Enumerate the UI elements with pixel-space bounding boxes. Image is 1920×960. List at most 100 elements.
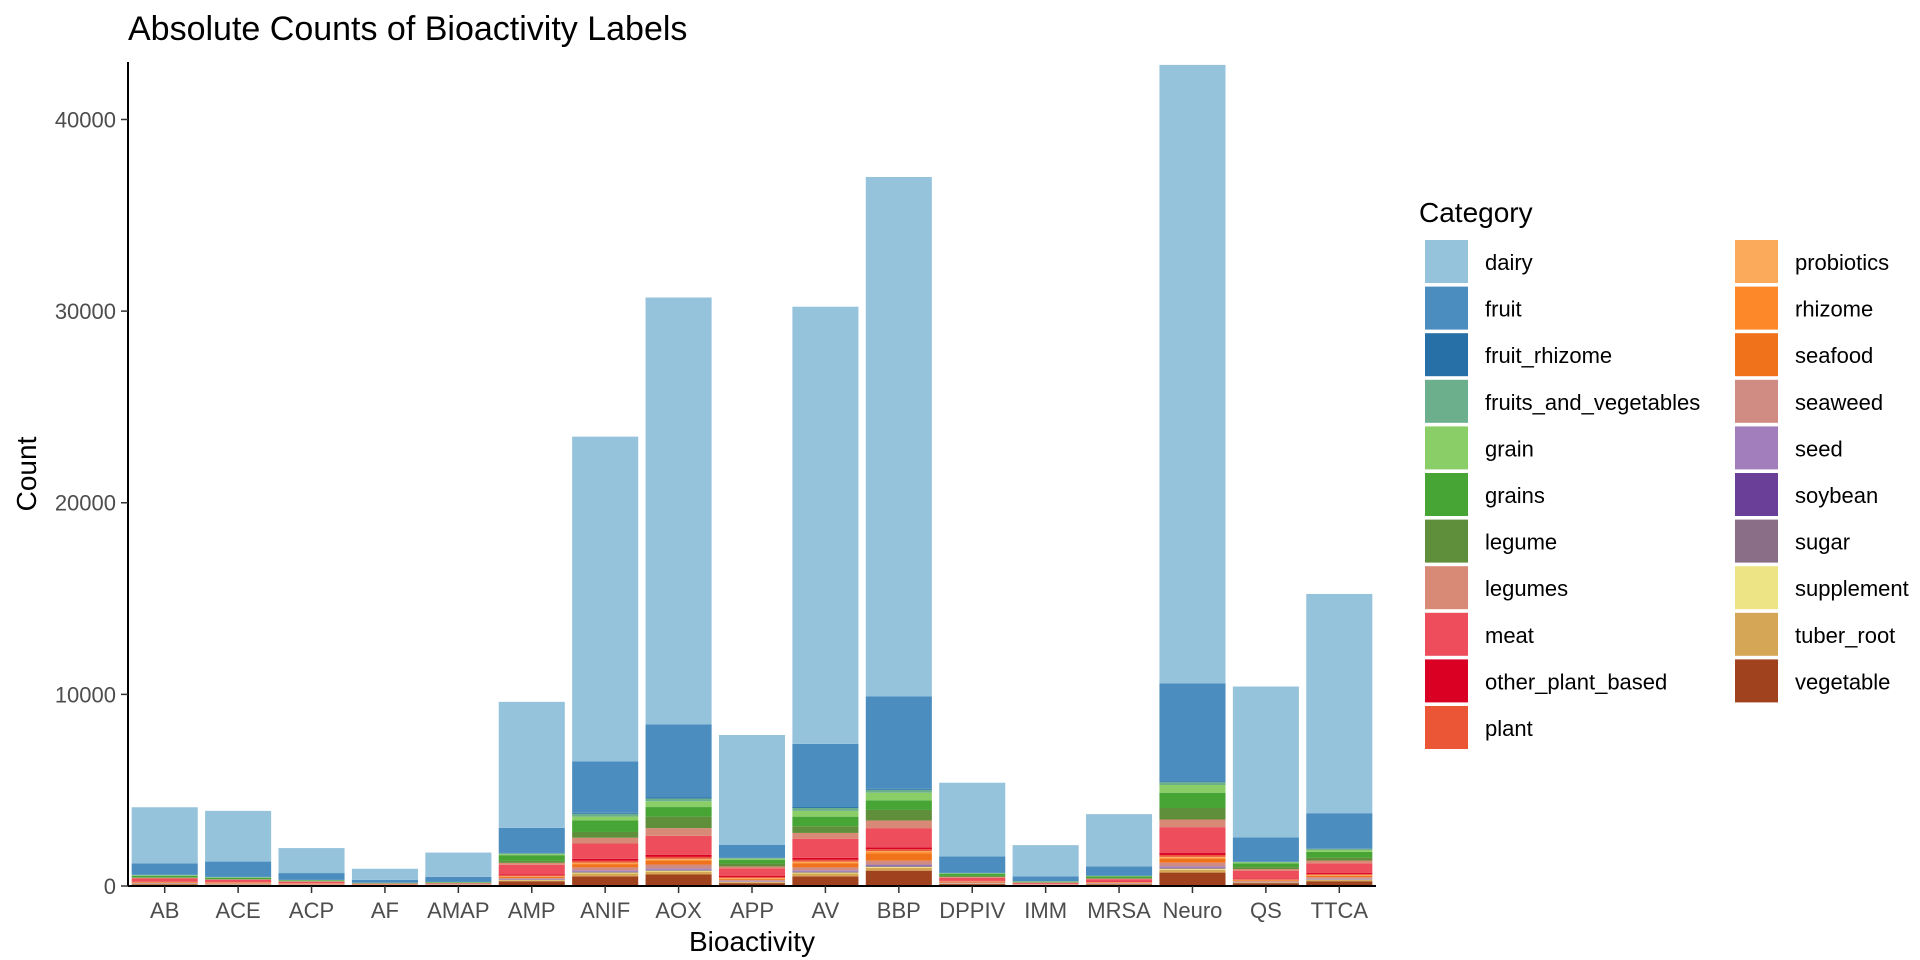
x-tick-label: AMP — [508, 898, 556, 923]
bar-segment — [572, 876, 639, 886]
bar-segment — [645, 297, 712, 725]
bar-segment — [351, 879, 418, 883]
bar-segment — [645, 835, 712, 855]
legend-swatch — [1735, 286, 1778, 330]
bar-segment — [572, 862, 639, 864]
bar-segment — [939, 856, 1006, 873]
bar-segment — [498, 864, 565, 875]
bar-segment — [792, 873, 859, 877]
bar-segment — [792, 857, 859, 860]
bar-segment — [939, 874, 1006, 876]
bar-segment — [572, 873, 639, 877]
bar-segment — [1306, 813, 1373, 849]
bar-segment — [645, 870, 712, 872]
legend-title: Category — [1419, 197, 1533, 228]
bar-segment — [1232, 869, 1299, 871]
y-tick-label: 40000 — [55, 107, 116, 132]
bar-segment — [351, 868, 418, 880]
bar-segment — [498, 877, 565, 879]
bar-segment — [645, 724, 712, 798]
legend-label: legumes — [1485, 576, 1568, 601]
bar-segment — [1306, 881, 1373, 886]
x-tick-label: BBP — [877, 898, 921, 923]
bar-segment — [1159, 862, 1226, 867]
bar-segment — [718, 868, 786, 877]
bar-segment — [572, 812, 639, 814]
y-axis-title: Count — [11, 436, 42, 511]
bar-segment — [792, 867, 859, 871]
bar-segment — [939, 876, 1006, 878]
bar-segment — [1159, 866, 1226, 868]
x-tick-label: Neuro — [1163, 898, 1223, 923]
bar-segment — [1306, 848, 1373, 850]
bar-segment — [425, 876, 492, 882]
legend-label: seafood — [1795, 343, 1873, 368]
bar-segment — [572, 858, 639, 861]
bar-segment — [1159, 868, 1226, 870]
bar-segment — [1306, 851, 1373, 858]
legend-items: dairy fruit fruit_rhizome fruits_and_vegeta… — [1425, 240, 1909, 749]
legend-label: fruits_and_vegetables — [1485, 390, 1700, 415]
bar-segment — [205, 861, 272, 877]
bar-segment — [792, 832, 859, 839]
bar-segment — [572, 843, 639, 859]
bar-segment — [1159, 781, 1226, 783]
bar-segment — [645, 797, 712, 799]
bar-segment — [792, 870, 859, 872]
bar-segment — [865, 870, 932, 886]
bar-segment — [1232, 686, 1299, 838]
bar-segment — [1306, 848, 1373, 849]
bar-segment — [792, 306, 859, 744]
bar-segment — [1086, 878, 1153, 880]
bar-segment — [1086, 876, 1153, 879]
y-tick-label: 20000 — [55, 491, 116, 516]
bar-segment — [131, 863, 198, 875]
bar-segment — [572, 816, 639, 821]
bar-segment — [718, 882, 786, 884]
bar-segment — [205, 882, 272, 884]
bar-segment — [865, 854, 932, 861]
bar-segment — [1159, 64, 1226, 684]
legend-label: legume — [1485, 530, 1557, 555]
bar-segment — [792, 807, 859, 809]
bar-segment — [865, 865, 932, 867]
legend-swatch — [1425, 286, 1468, 330]
bar-segment — [498, 875, 565, 877]
y-tick-label: 30000 — [55, 299, 116, 324]
bar-segment — [1232, 883, 1299, 886]
x-tick-label: AV — [812, 898, 840, 923]
bar-segment — [1086, 866, 1153, 876]
bar-segment — [865, 847, 932, 850]
bar-segment — [131, 877, 198, 878]
bar-segment — [792, 872, 859, 874]
bar-segment — [792, 810, 859, 817]
bar-segment — [498, 881, 565, 886]
bar-segment — [278, 880, 345, 882]
bar-segment — [498, 701, 565, 828]
bar-segment — [572, 436, 639, 762]
bar-segment — [498, 855, 565, 861]
x-tick-label: TTCA — [1311, 898, 1369, 923]
bar-segment — [645, 871, 712, 875]
bars-layer — [131, 64, 1373, 886]
bar-segment — [1232, 880, 1299, 881]
bar-segment — [645, 801, 712, 808]
legend-label: plant — [1485, 716, 1533, 741]
bar-segment — [792, 838, 859, 858]
bar-segment — [939, 881, 1006, 883]
bar-segment — [572, 871, 639, 873]
x-tick-label: QS — [1250, 898, 1282, 923]
legend-swatch — [1735, 612, 1778, 656]
bar-segment — [645, 860, 712, 865]
bar-segment — [865, 867, 932, 871]
x-tick-label: DPPIV — [939, 898, 1005, 923]
bar-segment — [792, 826, 859, 833]
bar-segment — [1012, 845, 1079, 877]
bar-segment — [205, 879, 272, 882]
bar-segment — [572, 837, 639, 844]
bar-segment — [205, 877, 272, 880]
legend-swatch — [1735, 519, 1778, 563]
bar-segment — [939, 875, 1006, 877]
bar-segment — [1306, 863, 1373, 873]
bar-segment — [1086, 814, 1153, 867]
